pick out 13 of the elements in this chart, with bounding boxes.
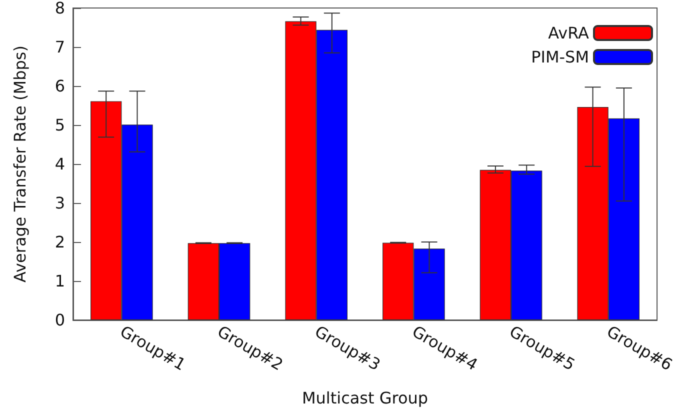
y-axis-title: Average Transfer Rate (Mbps) — [10, 46, 30, 282]
x-axis-title: Multicast Group — [302, 388, 428, 408]
legend-label: PIM-SM — [531, 48, 589, 66]
y-tick-label: 2 — [54, 232, 65, 252]
y-tick-label: 8 — [54, 0, 65, 18]
y-tick-label: 1 — [54, 272, 65, 290]
y-tick-label: 0 — [54, 310, 65, 330]
y-tick-label: 3 — [54, 194, 65, 212]
y-tick-label: 6 — [54, 76, 65, 96]
y-tick-label: 5 — [54, 116, 65, 134]
y-tick-label: 7 — [54, 38, 65, 56]
y-tick-label: 4 — [54, 154, 65, 174]
legend-label: AvRA — [548, 24, 590, 42]
